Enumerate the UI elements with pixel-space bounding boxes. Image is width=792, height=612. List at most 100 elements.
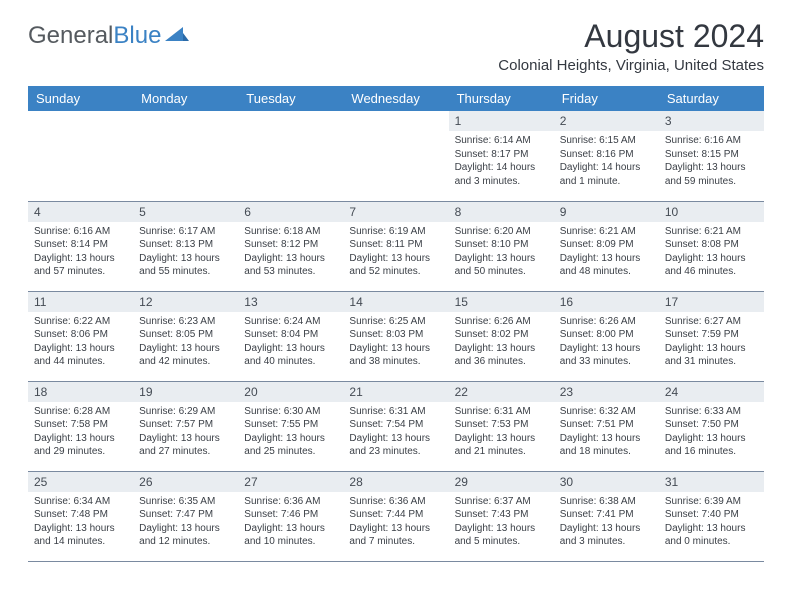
calendar-day-cell: 16Sunrise: 6:26 AMSunset: 8:00 PMDayligh… bbox=[554, 291, 659, 381]
day-number: 8 bbox=[449, 202, 554, 222]
weekday-header-row: SundayMondayTuesdayWednesdayThursdayFrid… bbox=[28, 86, 764, 111]
day-number: 23 bbox=[554, 382, 659, 402]
weekday-header: Wednesday bbox=[343, 86, 448, 111]
calendar-empty-cell bbox=[28, 111, 133, 201]
day-number: 2 bbox=[554, 111, 659, 131]
calendar-day-cell: 3Sunrise: 6:16 AMSunset: 8:15 PMDaylight… bbox=[659, 111, 764, 201]
day-info: Sunrise: 6:14 AMSunset: 8:17 PMDaylight:… bbox=[449, 131, 554, 192]
calendar-day-cell: 7Sunrise: 6:19 AMSunset: 8:11 PMDaylight… bbox=[343, 201, 448, 291]
day-number: 11 bbox=[28, 292, 133, 312]
day-info: Sunrise: 6:31 AMSunset: 7:54 PMDaylight:… bbox=[343, 402, 448, 463]
day-number: 28 bbox=[343, 472, 448, 492]
day-info: Sunrise: 6:27 AMSunset: 7:59 PMDaylight:… bbox=[659, 312, 764, 373]
day-number: 25 bbox=[28, 472, 133, 492]
logo-text-blue: Blue bbox=[113, 22, 161, 50]
day-number: 1 bbox=[449, 111, 554, 131]
weekday-header: Saturday bbox=[659, 86, 764, 111]
calendar-empty-cell bbox=[133, 111, 238, 201]
day-info: Sunrise: 6:29 AMSunset: 7:57 PMDaylight:… bbox=[133, 402, 238, 463]
day-info: Sunrise: 6:18 AMSunset: 8:12 PMDaylight:… bbox=[238, 222, 343, 283]
location-text: Colonial Heights, Virginia, United State… bbox=[498, 57, 764, 74]
day-info: Sunrise: 6:16 AMSunset: 8:14 PMDaylight:… bbox=[28, 222, 133, 283]
day-info: Sunrise: 6:30 AMSunset: 7:55 PMDaylight:… bbox=[238, 402, 343, 463]
calendar-body: 1Sunrise: 6:14 AMSunset: 8:17 PMDaylight… bbox=[28, 111, 764, 561]
calendar-day-cell: 19Sunrise: 6:29 AMSunset: 7:57 PMDayligh… bbox=[133, 381, 238, 471]
calendar-day-cell: 17Sunrise: 6:27 AMSunset: 7:59 PMDayligh… bbox=[659, 291, 764, 381]
day-info: Sunrise: 6:34 AMSunset: 7:48 PMDaylight:… bbox=[28, 492, 133, 553]
calendar-week-row: 25Sunrise: 6:34 AMSunset: 7:48 PMDayligh… bbox=[28, 471, 764, 561]
day-info: Sunrise: 6:21 AMSunset: 8:08 PMDaylight:… bbox=[659, 222, 764, 283]
day-info: Sunrise: 6:19 AMSunset: 8:11 PMDaylight:… bbox=[343, 222, 448, 283]
weekday-header: Friday bbox=[554, 86, 659, 111]
day-number: 3 bbox=[659, 111, 764, 131]
calendar-day-cell: 26Sunrise: 6:35 AMSunset: 7:47 PMDayligh… bbox=[133, 471, 238, 561]
day-number: 31 bbox=[659, 472, 764, 492]
title-block: August 2024 Colonial Heights, Virginia, … bbox=[498, 18, 764, 74]
calendar-day-cell: 11Sunrise: 6:22 AMSunset: 8:06 PMDayligh… bbox=[28, 291, 133, 381]
calendar-day-cell: 5Sunrise: 6:17 AMSunset: 8:13 PMDaylight… bbox=[133, 201, 238, 291]
day-info: Sunrise: 6:28 AMSunset: 7:58 PMDaylight:… bbox=[28, 402, 133, 463]
calendar-day-cell: 29Sunrise: 6:37 AMSunset: 7:43 PMDayligh… bbox=[449, 471, 554, 561]
day-number: 5 bbox=[133, 202, 238, 222]
day-number: 26 bbox=[133, 472, 238, 492]
calendar-empty-cell bbox=[343, 111, 448, 201]
weekday-header: Sunday bbox=[28, 86, 133, 111]
day-number: 10 bbox=[659, 202, 764, 222]
day-info: Sunrise: 6:21 AMSunset: 8:09 PMDaylight:… bbox=[554, 222, 659, 283]
day-info: Sunrise: 6:39 AMSunset: 7:40 PMDaylight:… bbox=[659, 492, 764, 553]
day-info: Sunrise: 6:33 AMSunset: 7:50 PMDaylight:… bbox=[659, 402, 764, 463]
day-info: Sunrise: 6:31 AMSunset: 7:53 PMDaylight:… bbox=[449, 402, 554, 463]
day-number: 19 bbox=[133, 382, 238, 402]
day-number: 4 bbox=[28, 202, 133, 222]
calendar-week-row: 18Sunrise: 6:28 AMSunset: 7:58 PMDayligh… bbox=[28, 381, 764, 471]
day-info: Sunrise: 6:32 AMSunset: 7:51 PMDaylight:… bbox=[554, 402, 659, 463]
calendar-empty-cell bbox=[238, 111, 343, 201]
day-info: Sunrise: 6:38 AMSunset: 7:41 PMDaylight:… bbox=[554, 492, 659, 553]
day-info: Sunrise: 6:17 AMSunset: 8:13 PMDaylight:… bbox=[133, 222, 238, 283]
calendar-day-cell: 13Sunrise: 6:24 AMSunset: 8:04 PMDayligh… bbox=[238, 291, 343, 381]
day-info: Sunrise: 6:36 AMSunset: 7:46 PMDaylight:… bbox=[238, 492, 343, 553]
weekday-header: Monday bbox=[133, 86, 238, 111]
calendar-week-row: 4Sunrise: 6:16 AMSunset: 8:14 PMDaylight… bbox=[28, 201, 764, 291]
day-info: Sunrise: 6:35 AMSunset: 7:47 PMDaylight:… bbox=[133, 492, 238, 553]
day-number: 9 bbox=[554, 202, 659, 222]
calendar-day-cell: 15Sunrise: 6:26 AMSunset: 8:02 PMDayligh… bbox=[449, 291, 554, 381]
calendar-day-cell: 24Sunrise: 6:33 AMSunset: 7:50 PMDayligh… bbox=[659, 381, 764, 471]
day-info: Sunrise: 6:16 AMSunset: 8:15 PMDaylight:… bbox=[659, 131, 764, 192]
calendar-day-cell: 4Sunrise: 6:16 AMSunset: 8:14 PMDaylight… bbox=[28, 201, 133, 291]
calendar-day-cell: 10Sunrise: 6:21 AMSunset: 8:08 PMDayligh… bbox=[659, 201, 764, 291]
calendar-day-cell: 9Sunrise: 6:21 AMSunset: 8:09 PMDaylight… bbox=[554, 201, 659, 291]
day-number: 13 bbox=[238, 292, 343, 312]
calendar-day-cell: 1Sunrise: 6:14 AMSunset: 8:17 PMDaylight… bbox=[449, 111, 554, 201]
calendar-day-cell: 12Sunrise: 6:23 AMSunset: 8:05 PMDayligh… bbox=[133, 291, 238, 381]
weekday-header: Tuesday bbox=[238, 86, 343, 111]
day-number: 29 bbox=[449, 472, 554, 492]
day-number: 21 bbox=[343, 382, 448, 402]
calendar-day-cell: 28Sunrise: 6:36 AMSunset: 7:44 PMDayligh… bbox=[343, 471, 448, 561]
day-number: 24 bbox=[659, 382, 764, 402]
calendar-day-cell: 8Sunrise: 6:20 AMSunset: 8:10 PMDaylight… bbox=[449, 201, 554, 291]
calendar-thead: SundayMondayTuesdayWednesdayThursdayFrid… bbox=[28, 86, 764, 111]
day-number: 30 bbox=[554, 472, 659, 492]
logo: GeneralBlue bbox=[28, 22, 189, 50]
calendar-day-cell: 27Sunrise: 6:36 AMSunset: 7:46 PMDayligh… bbox=[238, 471, 343, 561]
calendar-day-cell: 18Sunrise: 6:28 AMSunset: 7:58 PMDayligh… bbox=[28, 381, 133, 471]
page-header: GeneralBlue August 2024 Colonial Heights… bbox=[0, 0, 792, 80]
calendar-day-cell: 20Sunrise: 6:30 AMSunset: 7:55 PMDayligh… bbox=[238, 381, 343, 471]
day-info: Sunrise: 6:25 AMSunset: 8:03 PMDaylight:… bbox=[343, 312, 448, 373]
calendar-day-cell: 25Sunrise: 6:34 AMSunset: 7:48 PMDayligh… bbox=[28, 471, 133, 561]
calendar-day-cell: 31Sunrise: 6:39 AMSunset: 7:40 PMDayligh… bbox=[659, 471, 764, 561]
day-number: 6 bbox=[238, 202, 343, 222]
calendar-day-cell: 2Sunrise: 6:15 AMSunset: 8:16 PMDaylight… bbox=[554, 111, 659, 201]
day-number: 27 bbox=[238, 472, 343, 492]
day-info: Sunrise: 6:23 AMSunset: 8:05 PMDaylight:… bbox=[133, 312, 238, 373]
day-info: Sunrise: 6:36 AMSunset: 7:44 PMDaylight:… bbox=[343, 492, 448, 553]
calendar-day-cell: 21Sunrise: 6:31 AMSunset: 7:54 PMDayligh… bbox=[343, 381, 448, 471]
day-info: Sunrise: 6:22 AMSunset: 8:06 PMDaylight:… bbox=[28, 312, 133, 373]
day-number: 20 bbox=[238, 382, 343, 402]
calendar-day-cell: 23Sunrise: 6:32 AMSunset: 7:51 PMDayligh… bbox=[554, 381, 659, 471]
day-info: Sunrise: 6:24 AMSunset: 8:04 PMDaylight:… bbox=[238, 312, 343, 373]
day-number: 7 bbox=[343, 202, 448, 222]
day-number: 17 bbox=[659, 292, 764, 312]
day-number: 22 bbox=[449, 382, 554, 402]
